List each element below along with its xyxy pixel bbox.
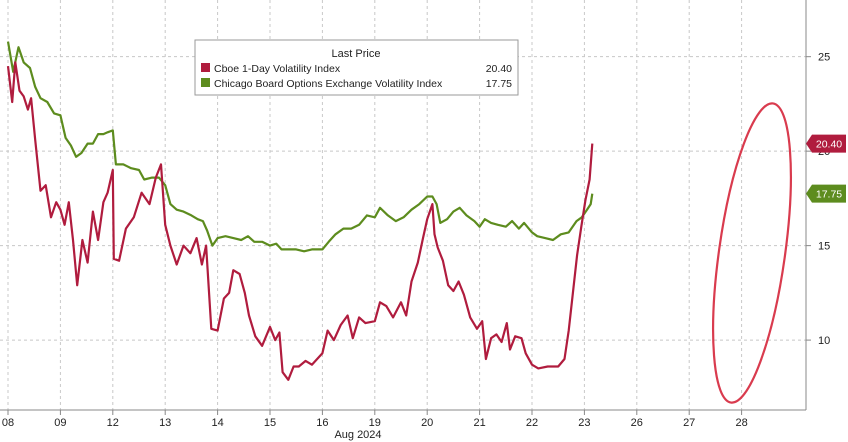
legend-label-vix: Chicago Board Options Exchange Volatilit… — [214, 78, 443, 90]
x-tick-label: 12 — [107, 417, 119, 429]
x-tick-label: 23 — [578, 417, 590, 429]
legend-box — [194, 39, 519, 96]
legend: Last Price Cboe 1-Day Volatility Index 2… — [194, 39, 519, 96]
x-tick-label: 08 — [2, 417, 14, 429]
x-axis-month-label: Aug 2024 — [334, 429, 381, 441]
x-tick-label: 13 — [159, 417, 171, 429]
y-tick-label: 10 — [818, 335, 830, 347]
x-ticks: 08 09 12 13 14 15 16 19 20 21 22 23 26 27 28 — [2, 410, 748, 429]
x-tick-label: 14 — [211, 417, 223, 429]
legend-swatch-cboe-1day — [201, 63, 210, 72]
y-tick-label: 25 — [818, 52, 830, 64]
legend-title: Last Price — [332, 48, 381, 60]
tag-background — [806, 184, 846, 203]
series-lines — [6, 41, 594, 381]
legend-value-cboe-1day: 20.40 — [486, 63, 512, 75]
legend-swatch-vix — [201, 78, 210, 87]
tag-value: 20.40 — [816, 139, 842, 151]
x-tick-label: 21 — [473, 417, 485, 429]
series-line-cboe-1day — [6, 61, 594, 381]
y-tick-label: 15 — [818, 241, 830, 253]
x-tick-label: 09 — [54, 417, 66, 429]
highlight-ellipse — [712, 102, 792, 404]
annotation-layer — [712, 102, 792, 404]
last-value-tag-cboe-1day: 20.40 — [806, 134, 846, 153]
x-tick-label: 16 — [316, 417, 328, 429]
last-value-tag-vix: 17.75 — [806, 184, 846, 203]
series-line-vix — [6, 41, 594, 253]
legend-label-cboe-1day: Cboe 1-Day Volatility Index — [214, 63, 341, 75]
x-tick-label: 28 — [735, 417, 747, 429]
last-value-tags: 20.40 17.75 — [806, 134, 846, 203]
x-tick-label: 15 — [264, 417, 276, 429]
tag-background — [806, 134, 846, 153]
x-tick-label: 20 — [421, 417, 433, 429]
tag-value: 17.75 — [816, 189, 842, 201]
x-tick-label: 27 — [683, 417, 695, 429]
legend-value-vix: 17.75 — [486, 78, 512, 90]
x-tick-label: 22 — [526, 417, 538, 429]
x-tick-label: 19 — [369, 417, 381, 429]
x-tick-label: 26 — [631, 417, 643, 429]
